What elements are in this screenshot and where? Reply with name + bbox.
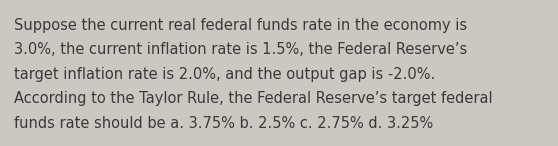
Text: Suppose the current real federal funds rate in the economy is: Suppose the current real federal funds r… (14, 18, 467, 33)
Text: target inflation rate is 2.0%, and the output gap is -2.0%.: target inflation rate is 2.0%, and the o… (14, 67, 435, 82)
Text: According to the Taylor Rule, the Federal Reserve’s target federal: According to the Taylor Rule, the Federa… (14, 92, 493, 106)
Text: funds rate should be a. 3.75% b. 2.5% c. 2.75% d. 3.25%: funds rate should be a. 3.75% b. 2.5% c.… (14, 116, 433, 131)
Text: 3.0%, the current inflation rate is 1.5%, the Federal Reserve’s: 3.0%, the current inflation rate is 1.5%… (14, 42, 467, 58)
